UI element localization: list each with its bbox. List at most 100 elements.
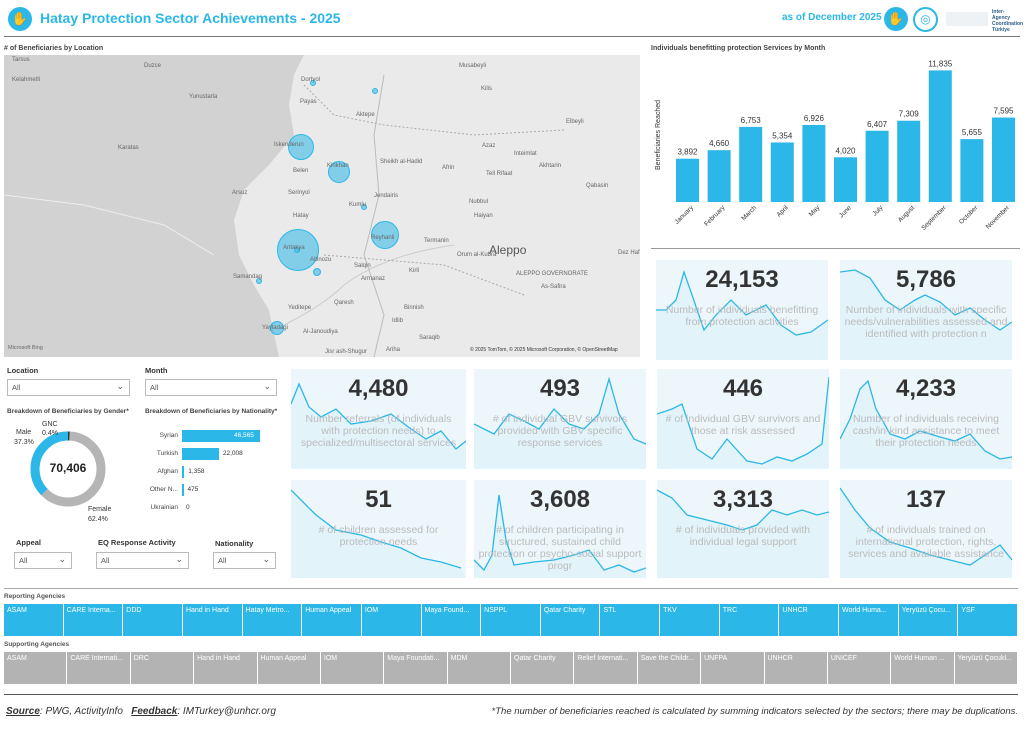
supporting-agency[interactable]: Save the Childr... (637, 652, 702, 684)
supporting-agencies-title: Supporting Agencies (4, 641, 70, 648)
reporting-agency[interactable]: Human Appeal (302, 604, 362, 636)
reporting-agency[interactable]: TRC (719, 604, 780, 636)
bar-october[interactable] (960, 139, 984, 202)
nationality-bar[interactable] (182, 466, 185, 478)
bar-april[interactable] (770, 142, 794, 202)
kpi-card[interactable]: 493 # of individual GBV survivors provide… (474, 369, 646, 469)
reporting-agency[interactable]: IOM (361, 604, 422, 636)
supporting-agency[interactable]: UNHCR (764, 652, 828, 684)
eq-response-dropdown[interactable]: All ⌄ (96, 552, 189, 569)
bar-may[interactable] (802, 124, 826, 202)
gnc-pct: 0.4% (42, 430, 58, 437)
bar-june[interactable] (834, 157, 857, 202)
supporting-agency[interactable]: DRC (130, 652, 195, 684)
nationality-bar[interactable] (182, 484, 184, 496)
coordination-logo-icon (946, 12, 988, 26)
supporting-agency[interactable]: ASAM (4, 652, 68, 684)
reporting-agency[interactable]: NSPPL (481, 604, 541, 636)
chevron-down-icon: ⌄ (58, 554, 66, 564)
reporting-agency[interactable]: Qatar Charity (540, 604, 601, 636)
bar-august[interactable] (897, 120, 921, 202)
bubble-hassa[interactable] (372, 88, 378, 94)
nationality-label: Other N... (149, 486, 178, 493)
supporting-agency[interactable]: Maya Foundati... (384, 652, 448, 684)
reporting-agency[interactable]: World Huma... (839, 604, 899, 636)
kpi-card[interactable]: 51 # of children assessed for protection … (291, 480, 466, 578)
bubble-kumlu[interactable] (361, 204, 367, 210)
map-label: Hatay (293, 213, 309, 219)
kpi-card[interactable]: 24,153 Number of individuals benefitting … (656, 260, 828, 360)
nationality-bar[interactable] (182, 430, 260, 442)
bubble-dortyol[interactable] (310, 80, 316, 86)
kpi-card[interactable]: 3,608 # of children participating in stru… (474, 480, 646, 578)
month-dropdown[interactable]: All ⌄ (145, 379, 277, 396)
kpi-sparkline (840, 379, 1012, 469)
supporting-agency[interactable]: World Human ... (891, 652, 955, 684)
kpi-sparkline (291, 489, 466, 578)
bubble-altinozu[interactable] (313, 268, 321, 276)
bar-july[interactable] (865, 130, 889, 202)
map-label: Tell Rifaat (486, 171, 513, 177)
nationality-dropdown[interactable]: All ⌄ (213, 552, 276, 569)
kpi-card[interactable]: 4,480 Number referrals (of individuals wi… (291, 369, 466, 469)
reporting-agency[interactable]: TKV (660, 604, 720, 636)
reporting-agency[interactable]: Maya Found... (421, 604, 482, 636)
reporting-agency[interactable]: CARE Interna... (63, 604, 124, 636)
feedback-text[interactable]: : IMTurkey@unhcr.org (177, 706, 276, 717)
month-tick-label: March (740, 204, 758, 222)
male-segment[interactable] (28, 429, 108, 509)
beneficiaries-map[interactable]: Tarsus Kelahmetli Duzce Yunustarla Karatas Do… (4, 55, 640, 357)
reporting-agency[interactable]: YSF (958, 604, 1018, 636)
kpi-value: 446 (722, 375, 764, 402)
map-label: Yunustarla (189, 94, 218, 100)
bubble-yayladagi[interactable] (270, 321, 284, 335)
map-label: Qaresh (334, 300, 354, 306)
header-divider (4, 36, 1020, 37)
bar-february[interactable] (707, 150, 731, 202)
nationality-bar[interactable] (182, 448, 219, 460)
kpi-card[interactable]: 4,233 Number of individuals receiving cas… (840, 369, 1012, 469)
location-dropdown[interactable]: All ⌄ (7, 379, 130, 396)
gnc-segment[interactable] (30, 431, 106, 507)
bubble-reyhanli[interactable] (371, 221, 399, 249)
bar-september[interactable] (928, 70, 952, 202)
reporting-agency[interactable]: Yeryüzü Çocu... (898, 604, 959, 636)
map-label: Saraqib (419, 335, 440, 341)
map-label: Haiyan (474, 213, 493, 219)
appeal-dropdown[interactable]: All ⌄ (14, 552, 72, 569)
bubble-kirikhan[interactable] (328, 161, 350, 183)
chevron-down-icon: ⌄ (262, 554, 270, 564)
nationality-value: 46,565 (234, 432, 254, 439)
gender-donut-chart (28, 429, 108, 509)
kpi-card[interactable]: 3,313 # of individuals provided with indi… (657, 480, 829, 578)
kpi-card[interactable]: 137 # of individuals trained on internati… (840, 480, 1012, 578)
kpi-value: 3,313 (712, 486, 774, 513)
supporting-agency[interactable]: MDM (447, 652, 511, 684)
kpi-card[interactable]: 5,786 Number of individuals with specific… (840, 260, 1012, 360)
supporting-agency[interactable]: Hand in Hand (194, 652, 258, 684)
supporting-agency[interactable]: Yeryüzü Çocukl... (954, 652, 1018, 684)
supporting-agency[interactable]: UNFPA (701, 652, 765, 684)
supporting-agency[interactable]: UNICEF (827, 652, 892, 684)
bubble-iskenderun[interactable] (288, 134, 314, 160)
reporting-agency[interactable]: DDD (123, 604, 183, 636)
reporting-agency[interactable]: Hand in Hand (182, 604, 243, 636)
supporting-agency[interactable]: Qatar Charity (511, 652, 575, 684)
footer-divider (4, 694, 1018, 695)
kpi-sparkline (657, 489, 829, 578)
supporting-agency[interactable]: Relief Internati... (574, 652, 638, 684)
bubble-belen[interactable] (294, 247, 300, 253)
bar-january[interactable] (676, 158, 699, 202)
reporting-agency[interactable]: Hatay Metro... (242, 604, 303, 636)
supporting-agency[interactable]: Human Appeal (257, 652, 321, 684)
bar-value-label: 4,020 (835, 146, 856, 155)
kpi-card[interactable]: 446 # of individual GBV survivors and tho… (657, 369, 829, 469)
bar-march[interactable] (739, 126, 763, 202)
reporting-agency[interactable]: ASAM (4, 604, 64, 636)
supporting-agency[interactable]: CARE Internati... (67, 652, 131, 684)
reporting-agency[interactable]: UNHCR (779, 604, 840, 636)
supporting-agency[interactable]: IOM (320, 652, 385, 684)
bubble-samandag[interactable] (256, 278, 262, 284)
bar-november[interactable] (992, 117, 1015, 202)
reporting-agency[interactable]: STL (600, 604, 661, 636)
